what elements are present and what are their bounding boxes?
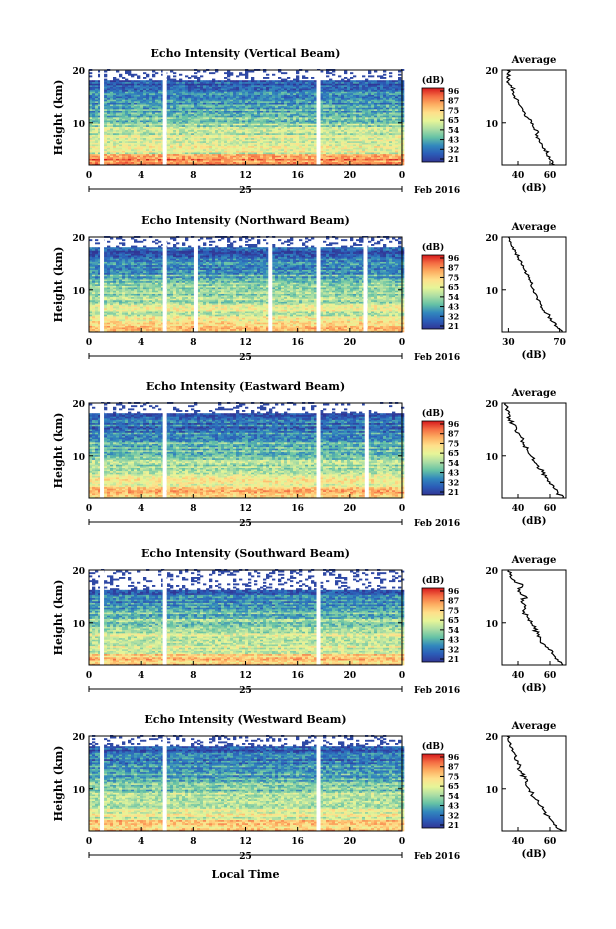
panel-title: Echo Intensity (Vertical Beam)	[150, 47, 340, 60]
y-axis-label: Height (km)	[52, 80, 65, 156]
heatmap	[89, 69, 404, 165]
panel-0: Echo Intensity (Vertical Beam) Height (km…	[52, 47, 566, 196]
